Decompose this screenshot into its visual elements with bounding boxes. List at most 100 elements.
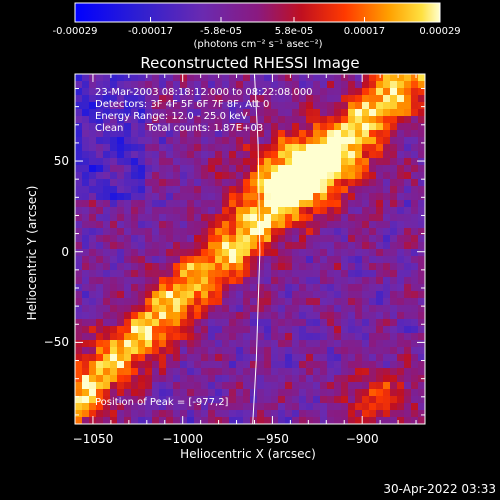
heatmap-cell xyxy=(418,368,425,375)
heatmap-cell xyxy=(362,151,369,158)
heatmap-cell xyxy=(397,102,404,109)
heatmap-cell xyxy=(404,361,411,368)
heatmap-cell xyxy=(110,221,117,228)
heatmap-cell xyxy=(180,256,187,263)
heatmap-cell xyxy=(383,200,390,207)
heatmap-cell xyxy=(250,291,257,298)
heatmap-cell xyxy=(236,417,243,424)
heatmap-cell xyxy=(369,95,376,102)
heatmap-cell xyxy=(201,81,208,88)
heatmap-cell xyxy=(278,417,285,424)
heatmap-cell xyxy=(327,88,334,95)
heatmap-cell xyxy=(180,389,187,396)
heatmap-cell xyxy=(285,109,292,116)
heatmap-cell xyxy=(138,74,145,81)
heatmap-cell xyxy=(103,144,110,151)
heatmap-cell xyxy=(173,396,180,403)
heatmap-cell xyxy=(243,333,250,340)
heatmap-cell xyxy=(376,319,383,326)
heatmap-cell xyxy=(327,354,334,361)
heatmap-cell xyxy=(243,417,250,424)
heatmap-cell xyxy=(355,137,362,144)
heatmap-cell xyxy=(334,165,341,172)
heatmap-cell xyxy=(222,186,229,193)
heatmap-cell xyxy=(348,74,355,81)
heatmap-cell xyxy=(236,109,243,116)
heatmap-cell xyxy=(145,214,152,221)
heatmap-cell xyxy=(159,109,166,116)
heatmap-cell xyxy=(152,95,159,102)
heatmap-cell xyxy=(397,417,404,424)
heatmap-cell xyxy=(222,137,229,144)
heatmap-cell xyxy=(159,249,166,256)
heatmap-cell xyxy=(418,417,425,424)
heatmap-cell xyxy=(138,144,145,151)
heatmap-cell xyxy=(390,361,397,368)
heatmap-cell xyxy=(89,193,96,200)
heatmap-cell xyxy=(145,298,152,305)
heatmap-cell xyxy=(215,305,222,312)
heatmap-cell xyxy=(187,417,194,424)
heatmap-cell xyxy=(75,319,82,326)
heatmap-cell xyxy=(187,375,194,382)
heatmap-cell xyxy=(166,130,173,137)
heatmap-cell xyxy=(355,235,362,242)
heatmap-cell xyxy=(187,228,194,235)
heatmap-cell xyxy=(369,144,376,151)
heatmap-cell xyxy=(82,179,89,186)
heatmap-cell xyxy=(236,172,243,179)
heatmap-cell xyxy=(117,74,124,81)
heatmap-cell xyxy=(355,340,362,347)
heatmap-cell xyxy=(145,151,152,158)
heatmap-cell xyxy=(390,207,397,214)
heatmap-cell xyxy=(243,396,250,403)
heatmap-cell xyxy=(222,256,229,263)
heatmap-cell xyxy=(348,284,355,291)
heatmap-cell xyxy=(320,95,327,102)
heatmap-cell xyxy=(208,214,215,221)
heatmap-cell xyxy=(82,151,89,158)
heatmap-cell xyxy=(383,207,390,214)
heatmap-cell xyxy=(369,368,376,375)
heatmap-cell xyxy=(390,256,397,263)
heatmap-cell xyxy=(411,256,418,263)
heatmap-cell xyxy=(397,396,404,403)
heatmap-cell xyxy=(180,214,187,221)
heatmap-cell xyxy=(166,109,173,116)
heatmap-cell xyxy=(418,116,425,123)
heatmap-cell xyxy=(334,235,341,242)
heatmap-cell xyxy=(327,137,334,144)
heatmap-cell xyxy=(222,116,229,123)
heatmap-cell xyxy=(348,193,355,200)
heatmap-cell xyxy=(173,81,180,88)
heatmap-cell xyxy=(145,375,152,382)
heatmap-cell xyxy=(75,361,82,368)
heatmap-cell xyxy=(117,361,124,368)
heatmap-cell xyxy=(278,396,285,403)
heatmap-cell xyxy=(341,410,348,417)
heatmap-cell xyxy=(257,200,264,207)
heatmap-cell xyxy=(341,242,348,249)
heatmap-cell xyxy=(229,270,236,277)
heatmap-cell xyxy=(82,368,89,375)
heatmap-cell xyxy=(180,326,187,333)
heatmap-cell xyxy=(152,319,159,326)
heatmap-cell xyxy=(313,81,320,88)
heatmap-cell xyxy=(173,319,180,326)
heatmap-cell xyxy=(82,186,89,193)
heatmap-cell xyxy=(215,270,222,277)
heatmap-cell xyxy=(187,165,194,172)
heatmap-cell xyxy=(194,410,201,417)
heatmap-cell xyxy=(348,417,355,424)
heatmap-cell xyxy=(166,410,173,417)
heatmap-cell xyxy=(285,74,292,81)
heatmap-cell xyxy=(404,305,411,312)
heatmap-cell xyxy=(103,368,110,375)
heatmap-cell xyxy=(390,368,397,375)
heatmap-cell xyxy=(229,95,236,102)
heatmap-cell xyxy=(397,284,404,291)
heatmap-cell xyxy=(75,410,82,417)
heatmap-cell xyxy=(362,298,369,305)
heatmap-cell xyxy=(411,382,418,389)
heatmap-cell xyxy=(313,319,320,326)
